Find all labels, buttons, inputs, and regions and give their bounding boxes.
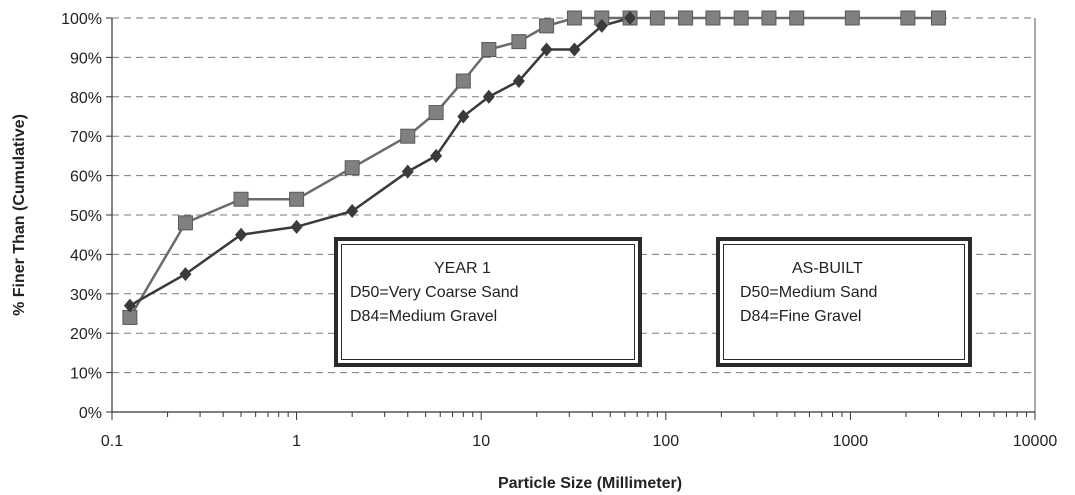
data-point-diamond	[512, 74, 525, 89]
year1-note-title: YEAR 1	[434, 260, 491, 277]
asbuilt-note-d84: D84=Fine Gravel	[740, 308, 862, 325]
x-axis-label: Particle Size (Millimeter)	[498, 475, 682, 492]
x-tick-label: 0.1	[101, 433, 123, 450]
data-point-diamond	[235, 227, 248, 242]
asbuilt-note-d50: D50=Medium Sand	[740, 284, 878, 301]
data-point-square	[511, 34, 527, 50]
year1-note-d84: D84=Medium Gravel	[350, 308, 498, 325]
x-tick-label: 1000	[833, 433, 869, 450]
y-tick-label: 80%	[70, 90, 102, 107]
data-point-square	[761, 10, 777, 26]
data-point-square	[844, 10, 860, 26]
data-point-square	[733, 10, 749, 26]
data-point-square	[428, 105, 444, 121]
data-point-square	[400, 128, 416, 144]
data-point-square	[900, 10, 916, 26]
data-point-square	[177, 215, 193, 231]
y-axis-label: % Finer Than (Cumulative)	[11, 114, 28, 316]
data-point-square	[455, 73, 471, 89]
x-tick-labels: 0.1 1 10 100 1000 10000	[101, 433, 1057, 450]
data-point-square	[789, 10, 805, 26]
series-layer	[122, 10, 946, 325]
data-point-square	[930, 10, 946, 26]
data-point-square	[289, 191, 305, 207]
x-tick-label: 10	[472, 433, 490, 450]
data-point-diamond	[401, 164, 414, 179]
data-point-diamond	[568, 42, 581, 57]
y-tick-label: 30%	[70, 287, 102, 304]
asbuilt-note-box: AS-BUILT D50=Medium Sand D84=Fine Gravel	[716, 237, 972, 367]
y-tick-label: 40%	[70, 247, 102, 264]
y-tick-label: 60%	[70, 169, 102, 186]
data-point-square	[539, 18, 555, 34]
year1-note-content: YEAR 1 D50=Very Coarse Sand D84=Medium G…	[341, 244, 635, 360]
year1-note-box: YEAR 1 D50=Very Coarse Sand D84=Medium G…	[334, 237, 642, 367]
data-point-square	[705, 10, 721, 26]
data-point-diamond	[457, 109, 470, 124]
data-point-diamond	[179, 267, 192, 282]
x-tick-label: 100	[652, 433, 679, 450]
y-tick-label: 0%	[79, 405, 102, 422]
data-point-diamond	[123, 298, 136, 313]
x-tick-label: 10000	[1013, 433, 1058, 450]
data-point-square	[233, 191, 249, 207]
data-point-diamond	[346, 204, 359, 219]
asbuilt-note-title: AS-BUILT	[792, 260, 863, 277]
y-tick-labels: 0% 10% 20% 30% 40% 50% 60% 70% 80% 90% 100%	[61, 11, 102, 422]
y-tick-label: 20%	[70, 326, 102, 343]
y-tick-label: 100%	[61, 11, 102, 28]
y-tick-label: 10%	[70, 366, 102, 383]
asbuilt-note-content: AS-BUILT D50=Medium Sand D84=Fine Gravel	[723, 244, 965, 360]
data-point-diamond	[624, 11, 637, 25]
data-point-diamond	[290, 219, 303, 234]
x-tick-label: 1	[292, 433, 301, 450]
year1-note-d50: D50=Very Coarse Sand	[350, 284, 519, 301]
data-point-square	[344, 160, 360, 176]
axes	[106, 17, 1036, 420]
data-point-diamond	[482, 89, 495, 104]
y-tick-label: 90%	[70, 50, 102, 67]
data-point-diamond	[540, 42, 553, 57]
data-point-diamond	[595, 18, 608, 33]
y-tick-label: 70%	[70, 129, 102, 146]
data-point-square	[678, 10, 694, 26]
y-tick-label: 50%	[70, 208, 102, 225]
data-point-diamond	[430, 148, 443, 163]
data-point-square	[649, 10, 665, 26]
data-point-square	[566, 10, 582, 26]
data-point-square	[481, 42, 497, 58]
